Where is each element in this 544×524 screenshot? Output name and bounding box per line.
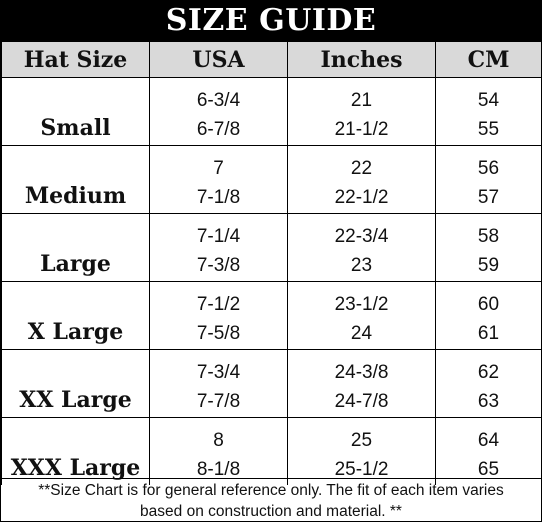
inches-cell: 25 <box>287 417 436 454</box>
table-row: 6-7/8 21-1/2 55 <box>2 114 542 146</box>
size-label: Medium <box>1 145 150 214</box>
header-hat-size: Hat Size <box>1 41 150 78</box>
size-chart-footnote: **Size Chart is for general reference on… <box>1 478 541 522</box>
usa-cell: 7-1/8 <box>149 182 288 214</box>
usa-cell: 8 <box>149 417 288 454</box>
cm-cell: 64 <box>435 417 542 454</box>
usa-cell: 7-1/4 <box>149 213 288 250</box>
inches-cell: 25-1/2 <box>287 454 436 485</box>
cm-cell: 58 <box>435 213 542 250</box>
inches-cell: 22 <box>287 145 436 182</box>
table-row: 7-3/8 23 59 <box>2 250 542 282</box>
header-row: Hat Size USA Inches CM <box>1 41 542 78</box>
usa-cell: 7-1/2 <box>149 281 288 318</box>
inches-cell: 21 <box>287 77 436 114</box>
cm-cell: 62 <box>435 349 542 386</box>
cm-cell: 57 <box>435 182 542 214</box>
size-label: X Large <box>1 281 150 350</box>
inches-cell: 24 <box>287 318 436 350</box>
table-row: 7-5/8 24 61 <box>2 318 542 350</box>
inches-cell: 24-7/8 <box>287 386 436 418</box>
header-usa: USA <box>149 41 288 78</box>
cm-cell: 61 <box>435 318 542 350</box>
table-row: 8-1/8 25-1/2 65 <box>2 454 542 485</box>
footnote-line-2: based on construction and material. ** <box>140 503 402 520</box>
header-inches: Inches <box>287 41 436 78</box>
inches-cell: 24-3/8 <box>287 349 436 386</box>
size-label: Large <box>1 213 150 282</box>
cm-cell: 65 <box>435 454 542 485</box>
usa-cell: 7-3/4 <box>149 349 288 386</box>
header-cm: CM <box>435 41 542 78</box>
size-table: Hat Size USA Inches CM Small 6-3/4 21 54… <box>1 41 542 485</box>
cm-cell: 54 <box>435 77 542 114</box>
table-row: 7-7/8 24-7/8 63 <box>2 386 542 418</box>
usa-cell: 6-3/4 <box>149 77 288 114</box>
inches-cell: 22-3/4 <box>287 213 436 250</box>
inches-cell: 23 <box>287 250 436 282</box>
size-label: XX Large <box>1 349 150 418</box>
table-row: Medium 7 22 56 <box>1 145 542 214</box>
size-guide-title: SIZE GUIDE <box>1 1 541 41</box>
cm-cell: 56 <box>435 145 542 182</box>
footnote-line-1: **Size Chart is for general reference on… <box>38 482 504 499</box>
inches-cell: 21-1/2 <box>287 114 436 146</box>
usa-cell: 6-7/8 <box>149 114 288 146</box>
usa-cell: 7 <box>149 145 288 182</box>
table-row: Large 7-1/4 22-3/4 58 <box>1 213 542 282</box>
table-row: XXX Large 8 25 64 <box>1 417 542 485</box>
table-row: 7-1/8 22-1/2 57 <box>2 182 542 214</box>
inches-cell: 23-1/2 <box>287 281 436 318</box>
size-label: XXX Large <box>1 417 150 485</box>
usa-cell: 7-3/8 <box>149 250 288 282</box>
table-row: X Large 7-1/2 23-1/2 60 <box>1 281 542 350</box>
usa-cell: 7-7/8 <box>149 386 288 418</box>
usa-cell: 8-1/8 <box>149 454 288 485</box>
table-row: XX Large 7-3/4 24-3/8 62 <box>1 349 542 418</box>
usa-cell: 7-5/8 <box>149 318 288 350</box>
cm-cell: 60 <box>435 281 542 318</box>
cm-cell: 55 <box>435 114 542 146</box>
size-label: Small <box>1 77 150 146</box>
table-row: Small 6-3/4 21 54 <box>1 77 542 146</box>
cm-cell: 59 <box>435 250 542 282</box>
inches-cell: 22-1/2 <box>287 182 436 214</box>
cm-cell: 63 <box>435 386 542 418</box>
